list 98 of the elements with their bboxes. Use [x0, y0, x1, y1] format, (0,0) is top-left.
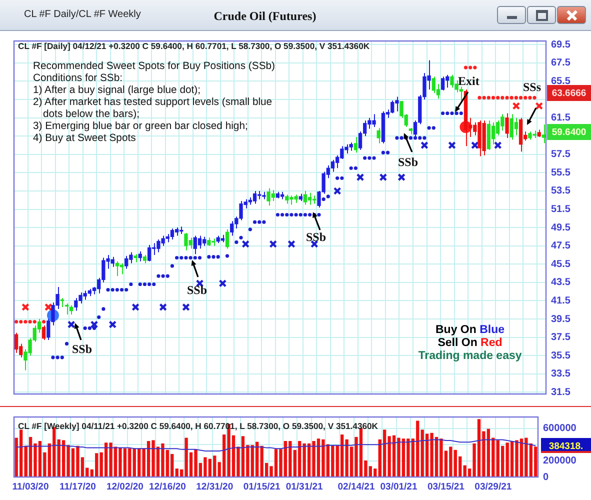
annotation: Trading made easy	[417, 350, 523, 362]
annotation: 1) After a buy signal (large blue dot);	[33, 85, 200, 96]
y-tick-label: 53.5	[551, 186, 571, 197]
point	[532, 96, 536, 100]
annotation: 2) After market has tested support levels (small blue	[33, 97, 272, 108]
y-tick-label: 43.5	[551, 277, 571, 288]
chart-title: Crude Oil (Futures)	[214, 9, 316, 23]
point	[496, 96, 500, 100]
annotation: Recommended Sweet Spots for Buy Positions (SSb)	[33, 61, 275, 72]
y-tick-label: 33.5	[551, 368, 571, 380]
x-tick-label: 02/14/21	[338, 481, 376, 492]
y-tick-label: 67.5	[551, 58, 571, 69]
point	[288, 240, 296, 248]
point	[379, 173, 388, 182]
y-tick-label: 31.5	[551, 386, 571, 398]
point	[108, 320, 117, 328]
x-tick-label: 11/17/20	[59, 481, 96, 492]
x-tick-label: 01/15/21	[243, 481, 282, 492]
point	[514, 96, 518, 100]
x-tick-label: 12/02/20	[106, 481, 144, 492]
annotation: Buy On Blue	[434, 324, 506, 336]
point	[518, 96, 523, 100]
annotation: Conditions for SSb:	[33, 73, 123, 84]
annotation: 4) Buy at Sweet Spots	[33, 133, 136, 144]
x-tick-label: 11/03/20	[12, 481, 49, 492]
point	[398, 173, 406, 182]
y-tick-label: 49.5	[551, 222, 571, 234]
point	[420, 141, 428, 150]
y-tick-label: 51.5	[551, 204, 571, 216]
point	[269, 240, 278, 248]
point	[159, 303, 167, 312]
point	[470, 141, 479, 150]
point	[500, 96, 504, 100]
y-tick-label: 61.5	[551, 112, 571, 124]
annotation: SSb	[72, 342, 92, 357]
point	[494, 141, 502, 150]
y-tick-label: 200000	[543, 456, 577, 467]
point	[535, 102, 544, 110]
text: CL #F Daily/CL #F Weekly	[24, 9, 141, 20]
point	[448, 141, 456, 150]
point	[14, 320, 18, 324]
y-tick-label: 45.5	[551, 258, 571, 270]
annotation: Sell On Red	[436, 337, 504, 349]
point	[67, 320, 76, 328]
x-tick-label: 12/31/20	[196, 481, 234, 492]
x-tick-label: 03/01/21	[380, 481, 418, 492]
point	[132, 303, 140, 312]
point	[19, 320, 23, 324]
x-tick-label: 03/15/21	[427, 481, 466, 492]
point	[42, 320, 46, 324]
point	[512, 102, 520, 110]
point	[478, 96, 482, 100]
point	[482, 96, 486, 100]
y-tick-label: 0	[543, 472, 549, 483]
y-tick-label: 35.5	[551, 350, 571, 362]
point	[491, 96, 496, 100]
x-tick-label: 01/31/21	[286, 481, 324, 492]
point	[182, 303, 190, 312]
y-tick-label: 57.5	[551, 149, 571, 160]
point	[24, 320, 28, 324]
y-tick-label: 69.5	[551, 39, 571, 50]
point	[32, 320, 36, 324]
annotation: SSb	[187, 283, 208, 298]
y-tick-label: 600000	[543, 423, 577, 434]
annotation: dots below the bars);	[43, 109, 140, 120]
point	[505, 96, 509, 100]
point	[333, 187, 342, 195]
annotation: Exit	[458, 74, 480, 89]
annotation: SSb	[398, 155, 418, 170]
point	[28, 320, 32, 324]
point	[356, 173, 364, 182]
point	[528, 96, 532, 100]
y-tick-label: 55.5	[551, 167, 571, 178]
x-tick-label: 12/16/20	[148, 481, 186, 492]
point	[486, 96, 490, 100]
chart-subtitle: CL #F [Daily] 04/12/21 +0.3200 C 59.6400, H 60.7701, L 58.7300, O 59.3500, V 351.4360K	[18, 41, 370, 51]
point	[468, 66, 472, 70]
text: 384318.	[541, 438, 591, 453]
text: 59.6400	[547, 124, 591, 140]
y-tick-label: 47.5	[551, 240, 571, 252]
point	[44, 303, 52, 312]
point	[464, 66, 468, 70]
y-tick-label: 65.5	[551, 76, 571, 87]
x-tick-label: 03/29/21	[474, 481, 512, 492]
text: 63.6666	[547, 85, 591, 101]
point	[90, 320, 98, 328]
point	[510, 96, 514, 100]
y-tick-label: 41.5	[551, 295, 571, 306]
point	[218, 279, 227, 288]
annotation: SSs	[523, 80, 542, 95]
point	[524, 96, 528, 100]
y-tick-label: 37.5	[551, 332, 571, 344]
point	[22, 303, 30, 312]
y-tick-label: 39.5	[551, 314, 571, 325]
point	[473, 66, 477, 70]
annotation: SSb	[306, 230, 326, 245]
point	[242, 240, 250, 248]
annotation: 3) Emerging blue bar or green bar closed high;	[33, 121, 248, 132]
